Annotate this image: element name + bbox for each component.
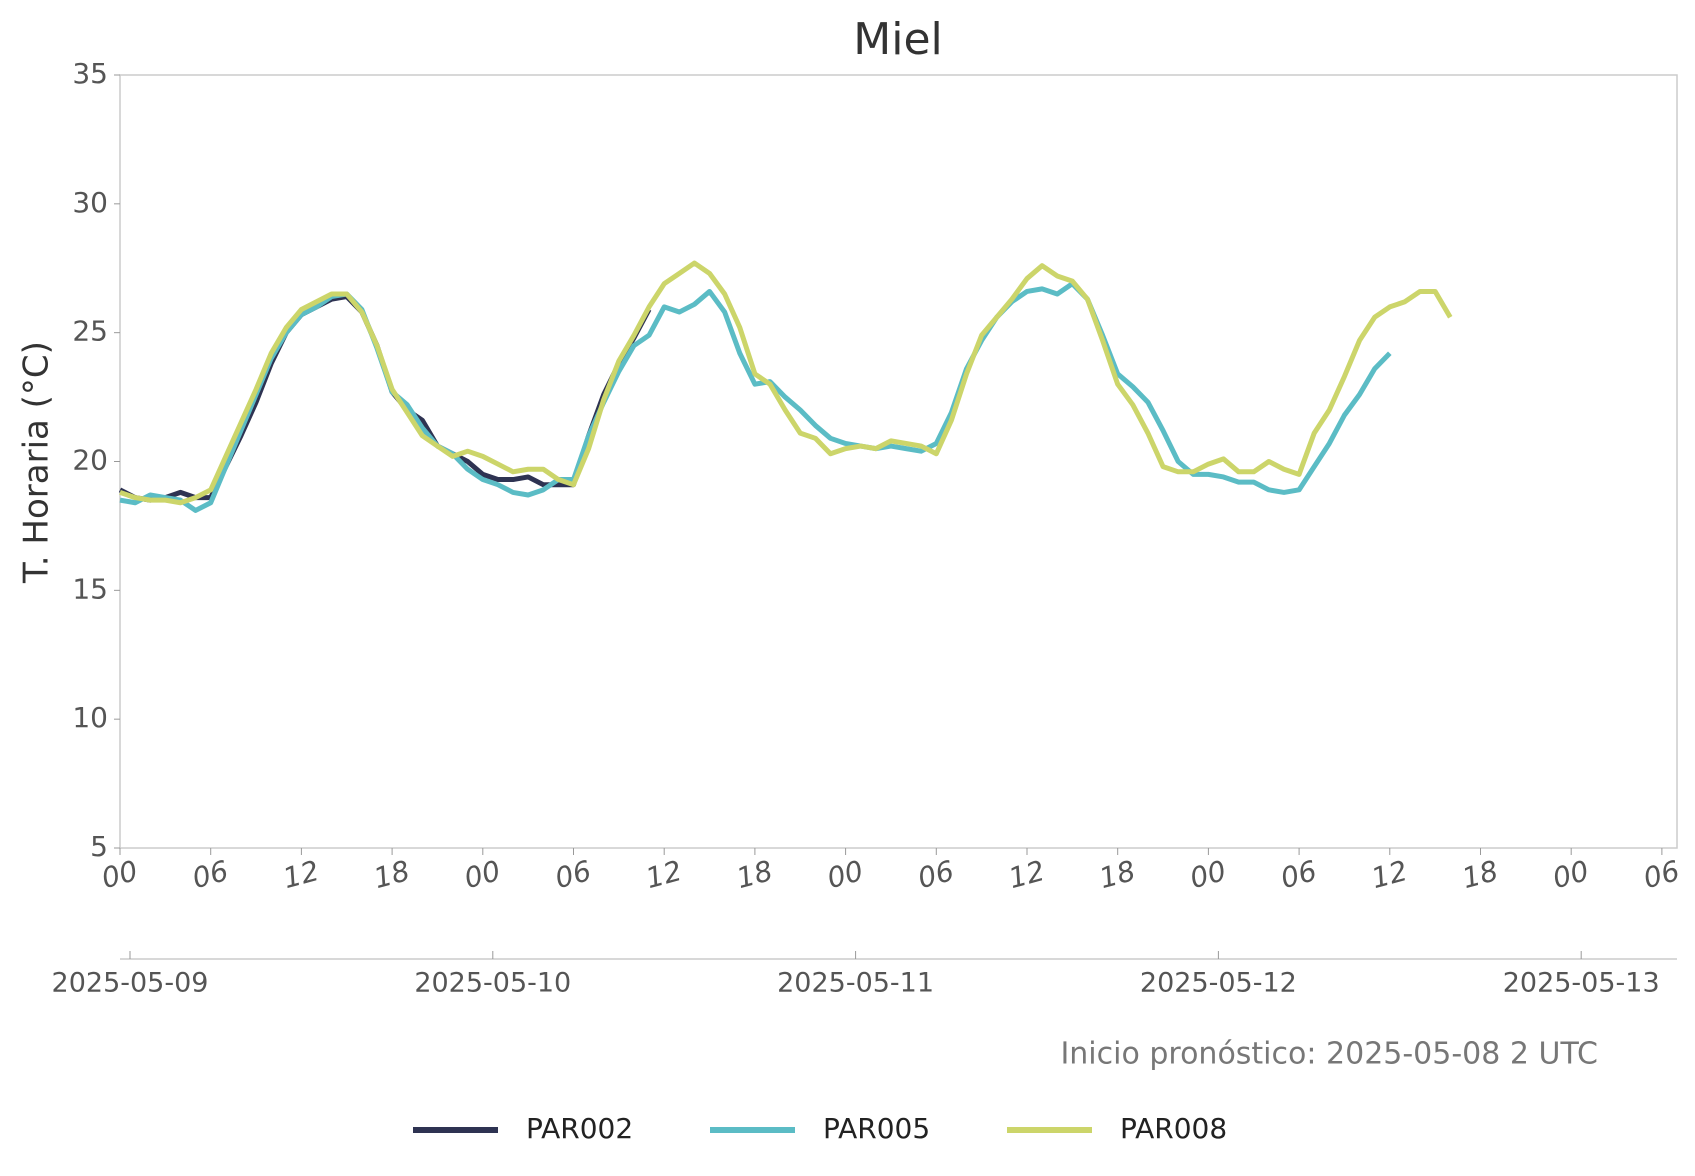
legend-label: PAR008 (1120, 1112, 1227, 1145)
date-tick-label: 2025-05-13 (1503, 968, 1660, 999)
y-tick-label: 30 (72, 186, 108, 219)
y-tick-label: 25 (72, 315, 108, 348)
y-tick-label: 35 (72, 57, 108, 90)
x-tick-label: 00 (1187, 854, 1230, 895)
legend-label: PAR005 (823, 1112, 930, 1145)
y-tick-label: 10 (72, 701, 108, 734)
chart-title: Miel (853, 14, 942, 65)
date-tick-label: 2025-05-11 (777, 968, 934, 999)
x-tick-label: 12 (1005, 854, 1048, 895)
x-tick-label: 12 (280, 854, 323, 895)
line (118, 294, 652, 503)
y-axis-label: T. Horaria (°C) (17, 341, 57, 584)
x-tick-label: 18 (733, 854, 776, 895)
line (119, 281, 1392, 513)
date-tick-label: 2025-05-12 (1140, 968, 1297, 999)
x-tick-label: 00 (824, 854, 867, 895)
x-tick-label: 06 (1640, 854, 1683, 895)
line (119, 260, 1453, 506)
x-tick-label: 00 (1549, 854, 1592, 895)
x-tick-label: 12 (642, 854, 685, 895)
x-tick-label: 18 (370, 854, 413, 895)
x-tick-label: 00 (461, 854, 504, 895)
plot-frame (119, 74, 1678, 849)
y-tick-label: 5 (90, 830, 108, 863)
x-tick-label: 06 (914, 854, 957, 895)
x-tick-label: 12 (1368, 854, 1411, 895)
x-tick-label: 06 (1277, 854, 1320, 895)
annotation: Inicio pronóstico: 2025-05-08 2 UTC (1060, 1037, 1598, 1072)
x-tick-label: 18 (1096, 854, 1139, 895)
legend-label: PAR002 (526, 1112, 633, 1145)
date-tick-label: 2025-05-09 (52, 968, 209, 999)
y-tick-label: 15 (72, 572, 108, 605)
x-tick-label: 18 (1459, 854, 1502, 895)
date-tick-label: 2025-05-10 (414, 968, 571, 999)
x-tick-label: 06 (189, 854, 232, 895)
y-tick-label: 20 (72, 444, 108, 477)
x-tick-label: 06 (552, 854, 595, 895)
